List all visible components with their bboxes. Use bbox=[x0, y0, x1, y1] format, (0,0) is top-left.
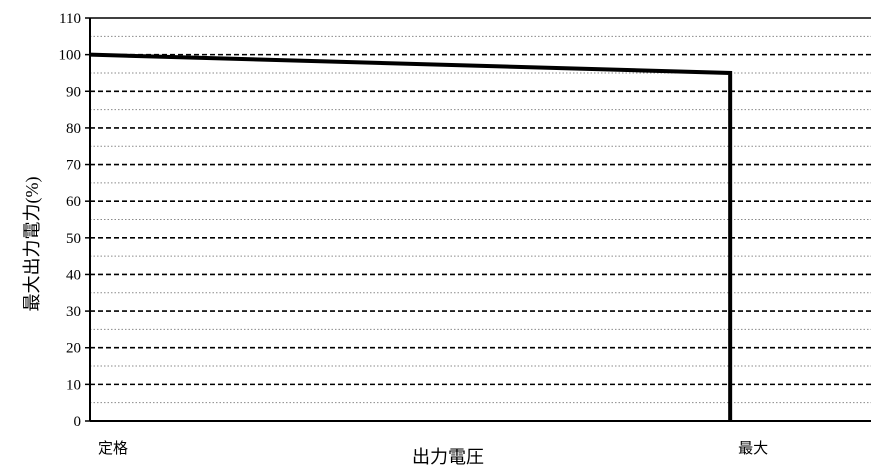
series-line bbox=[89, 52, 733, 421]
y-tick-label: 20 bbox=[66, 341, 81, 357]
y-axis-title: 最大出力電力(%) bbox=[22, 177, 43, 312]
y-tick-label: 80 bbox=[66, 121, 81, 137]
labels-layer: 0 10 20 30 40 50 60 70 80 90 100 110 定格 最大 bbox=[59, 11, 769, 457]
y-tick-label: 10 bbox=[66, 377, 81, 393]
y-tick-label: 50 bbox=[66, 231, 81, 247]
y-tick-label: 40 bbox=[66, 267, 81, 283]
y-tick-label: 60 bbox=[66, 194, 81, 210]
y-tick-label: 0 bbox=[74, 414, 82, 430]
series-layer bbox=[89, 52, 733, 421]
y-tick-label: 30 bbox=[66, 304, 81, 320]
axes-layer bbox=[85, 17, 871, 422]
x-axis-title: 出力電圧 bbox=[412, 447, 484, 467]
y-tick-label: 110 bbox=[59, 11, 81, 27]
y-tick-label: 70 bbox=[66, 158, 81, 174]
y-tick-label: 100 bbox=[59, 48, 82, 64]
grid-layer bbox=[90, 17, 871, 404]
x-tick-label: 定格 bbox=[98, 440, 128, 457]
y-tick-label: 90 bbox=[66, 84, 81, 100]
x-tick-label: 最大 bbox=[738, 440, 768, 457]
